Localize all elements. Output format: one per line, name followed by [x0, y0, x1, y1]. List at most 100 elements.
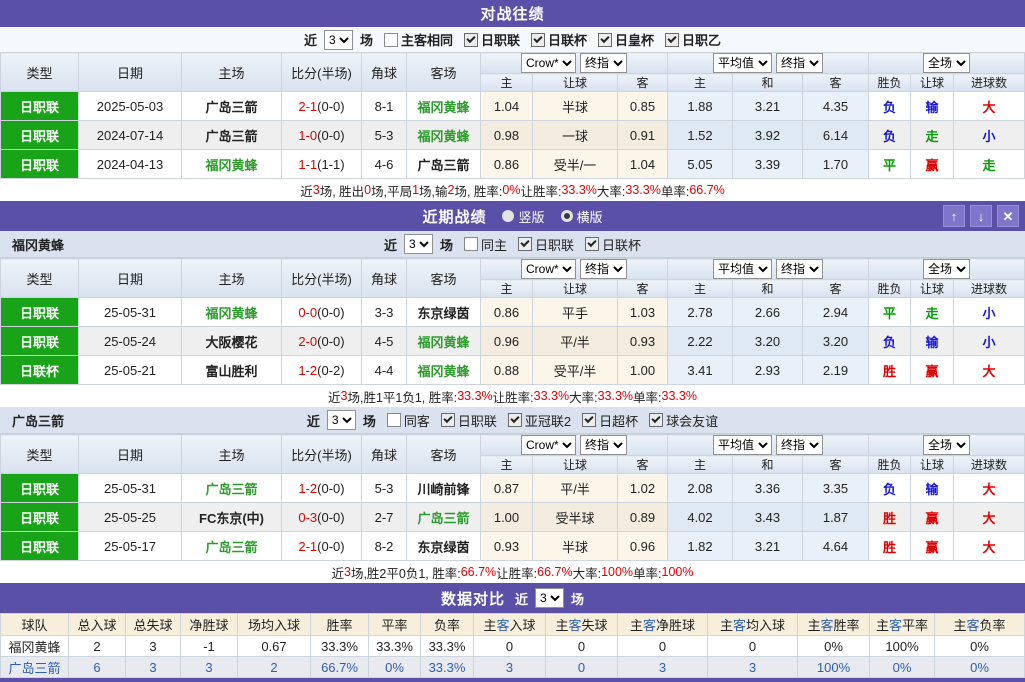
team-summary: 近 3 场,胜2平0负1, 胜率: 66.7% 让胜率: 66.7% 大率: 100% 单…: [0, 561, 1025, 583]
odds-stage-select[interactable]: 终指: [580, 53, 627, 73]
match-date-cell: 25-05-21: [78, 355, 182, 385]
radio-icon: [560, 210, 573, 222]
period-scope-select[interactable]: 全场: [923, 435, 970, 455]
match-row: 日职联 2025-05-03 广岛三箭 2-1(0-0) 8-1 福冈黄蜂 1.04 半球 0.…: [0, 91, 1025, 121]
handicap-odds-cell: 0.89: [617, 502, 668, 532]
header-segment: 主: [807, 618, 821, 633]
handicap-odds-cell: 1.04: [480, 91, 533, 121]
text-segment: 2: [447, 183, 455, 197]
checkbox-label: 日皇杯: [615, 33, 655, 48]
league-filter-checkbox[interactable]: 日职联: [463, 30, 520, 49]
checkbox-label: 主客相同: [400, 33, 453, 48]
europe-odds-cell: 2.93: [732, 355, 803, 385]
handicap-odds-cell: 0.96: [617, 531, 668, 561]
sub-column-header: 客: [617, 279, 668, 298]
europe-odds-cell: 4.35: [801, 91, 870, 121]
close-button[interactable]: ✕: [997, 205, 1019, 227]
text-segment: 0%: [502, 183, 521, 197]
league-filter-checkbox[interactable]: 日联杯: [531, 30, 587, 49]
average-select[interactable]: 平均值: [713, 435, 772, 455]
team-period-select[interactable]: 3: [403, 234, 433, 254]
league-filter-checkbox[interactable]: 日职联: [440, 411, 497, 430]
odds-stage-select[interactable]: 终指: [580, 435, 627, 455]
window-buttons: ↑ ↓ ✕: [943, 205, 1019, 227]
sub-column-header: 让球: [532, 73, 618, 92]
odds-stage-select[interactable]: 终指: [776, 435, 823, 455]
league-filter-checkbox[interactable]: 日职联: [518, 235, 574, 254]
text-segment: 0: [364, 183, 372, 197]
europe-odds-cell: 2.22: [667, 326, 733, 356]
match-row: 日职联 25-05-31 广岛三箭 1-2(0-0) 5-3 川崎前锋 0.87 平/半 1.0…: [0, 473, 1025, 503]
league-filter-checkbox[interactable]: 亚冠联2: [507, 411, 571, 430]
europe-odds-group-header: 平均值 终指: [666, 258, 870, 280]
text-segment: 100%: [601, 565, 634, 579]
move-up-button[interactable]: ↑: [943, 205, 965, 227]
league-filter-checkbox[interactable]: 日职乙: [665, 30, 721, 49]
league-filter-checkbox[interactable]: 同客: [386, 411, 430, 430]
stat-cell: 0%: [797, 635, 870, 657]
result-cell: 负: [868, 473, 912, 503]
stat-cell: 3: [617, 656, 708, 678]
europe-odds-cell: 1.52: [667, 120, 733, 150]
result-cell: 赢: [910, 149, 955, 179]
team-name-cell: 福冈黄蜂: [0, 635, 69, 657]
result-cell: 大: [953, 502, 1025, 532]
compare-column-header: 主客入球: [473, 613, 546, 636]
average-select[interactable]: 平均值: [713, 53, 772, 73]
league-filter-checkbox[interactable]: 日超杯: [582, 411, 638, 430]
stat-cell: 0: [473, 635, 546, 657]
odds-stage-select[interactable]: 终指: [580, 259, 627, 279]
text-segment: 3: [312, 183, 320, 197]
checkbox-icon: [649, 413, 664, 427]
league-filter-checkbox[interactable]: 日皇杯: [598, 30, 654, 49]
period-scope-select[interactable]: 全场: [923, 259, 970, 279]
header-segment: 客: [568, 618, 582, 633]
bookmaker-select[interactable]: Crow*: [521, 435, 576, 455]
compare-period-select[interactable]: 3: [535, 588, 564, 608]
bookmaker-select[interactable]: Crow*: [521, 53, 576, 73]
result-group-header: 全场: [868, 52, 1025, 74]
column-header: 日期: [78, 434, 182, 474]
result-cell: 大: [953, 355, 1025, 385]
odds-stage-select[interactable]: 终指: [776, 53, 823, 73]
sub-column-header: 进球数: [953, 73, 1025, 92]
text-segment: 单率:: [660, 184, 690, 199]
europe-odds-cell: 3.35: [801, 473, 870, 503]
layout-radio[interactable]: 竖版: [502, 207, 545, 226]
stat-cell: 33.3%: [368, 635, 421, 657]
h2h-period-select[interactable]: 3: [323, 29, 353, 50]
team-period-select[interactable]: 3: [326, 410, 356, 430]
move-down-button[interactable]: ↓: [970, 205, 992, 227]
header-row: 类型 日期 主场 比分(半场) 角球 客场 Crow* 终指 平均值 终指 全场: [0, 434, 1025, 474]
text-segment: 场,胜1平1负1, 胜率:: [347, 390, 458, 405]
handicap-odds-cell: 1.02: [617, 473, 668, 503]
bookmaker-select[interactable]: Crow*: [521, 259, 576, 279]
sub-column-header: 胜负: [868, 455, 912, 474]
layout-radio[interactable]: 横版: [560, 207, 603, 226]
league-filter-checkbox[interactable]: 日联杯: [585, 235, 641, 254]
column-header: 角球: [361, 52, 407, 92]
score-cell: 0-0(0-0): [281, 297, 362, 327]
corner-score-cell: 8-1: [361, 91, 407, 121]
league-filter-checkbox[interactable]: 主客相同: [383, 30, 453, 49]
filter-prefix-label: 近: [306, 413, 320, 429]
column-header: 客场: [406, 52, 481, 92]
text-segment: 1: [412, 183, 420, 197]
bottom-border: [0, 678, 1025, 682]
halftime-score: (0-0): [317, 538, 345, 554]
result-cell: 走: [910, 120, 955, 150]
recent-title: 近期战绩: [422, 208, 487, 226]
stat-cell: 0: [707, 635, 798, 657]
sub-column-header: 和: [732, 279, 803, 298]
league-filter-checkbox[interactable]: 同主: [463, 235, 507, 254]
corner-score-cell: 3-3: [361, 297, 407, 327]
europe-odds-cell: 5.05: [667, 149, 733, 179]
match-date-cell: 25-05-25: [78, 502, 182, 532]
europe-odds-cell: 4.64: [801, 531, 870, 561]
odds-stage-select[interactable]: 终指: [776, 259, 823, 279]
league-filter-checkbox[interactable]: 球会友谊: [649, 411, 718, 430]
header-segment: 入球: [509, 618, 536, 633]
handicap-odds-cell: 半球: [532, 91, 618, 121]
average-select[interactable]: 平均值: [713, 259, 772, 279]
period-scope-select[interactable]: 全场: [923, 53, 970, 73]
